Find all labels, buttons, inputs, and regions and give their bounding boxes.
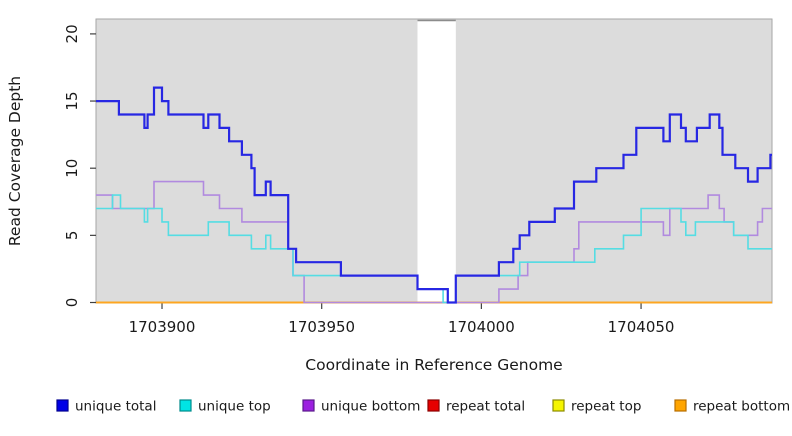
legend-label: repeat bottom	[693, 399, 790, 415]
y-axis-title: Read Coverage Depth	[6, 76, 24, 246]
y-tick-label: 5	[63, 231, 81, 241]
legend-swatch-repeat-top	[552, 399, 565, 412]
legend-swatch-unique-bottom	[302, 399, 315, 412]
legend-label: unique top	[198, 399, 271, 415]
x-axis-title: Coordinate in Reference Genome	[305, 356, 562, 374]
legend-label: unique total	[75, 399, 156, 415]
series-unique-total	[96, 86, 772, 304]
x-tick-label: 1704050	[608, 318, 675, 336]
legend-swatch-repeat-bottom	[674, 399, 687, 412]
legend-swatch-repeat-total	[427, 399, 440, 412]
x-tick-label: 1703900	[129, 318, 196, 336]
y-tick-label: 0	[63, 298, 81, 308]
y-tick-label: 10	[63, 159, 81, 178]
legend-label: repeat top	[571, 399, 641, 415]
legend-swatch-unique-top	[179, 399, 192, 412]
legend-label: repeat total	[446, 399, 525, 415]
y-tick-label: 20	[63, 24, 81, 43]
x-tick-label: 1704000	[448, 318, 515, 336]
x-tick-label: 1703950	[288, 318, 355, 336]
masked-region-band	[417, 20, 456, 302]
y-tick-label: 15	[63, 92, 81, 111]
series-unique-bottom	[96, 180, 772, 304]
legend-label: unique bottom	[321, 399, 420, 415]
legend-swatch-unique-total	[56, 399, 69, 412]
